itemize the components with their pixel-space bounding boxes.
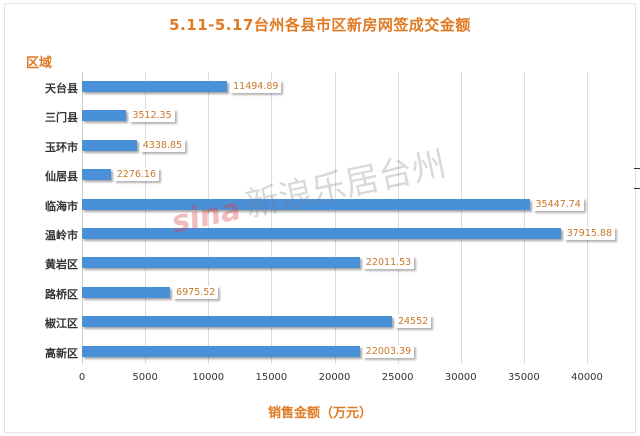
gridline <box>271 72 273 364</box>
gridline <box>587 72 588 364</box>
gridline <box>145 72 147 364</box>
chart-title: 5.11-5.17台州各县市区新房网签成交金额 <box>169 16 471 34</box>
value-label: 4338.85 <box>139 138 186 152</box>
y-axis-title: 区域 <box>26 56 53 71</box>
bar <box>82 257 360 269</box>
category-label: 高新区 <box>45 346 78 360</box>
gridline <box>460 72 462 364</box>
x-tick-label: 30000 <box>444 372 477 383</box>
y-axis-line <box>82 72 83 364</box>
bar <box>82 169 111 181</box>
x-axis-title: 销售金额（万元） <box>267 406 372 421</box>
edge-tick-mark <box>634 188 640 189</box>
bar <box>82 81 228 92</box>
value-label: 3512.35 <box>129 109 175 123</box>
category-label: 仙居县 <box>45 170 78 184</box>
value-label: 22003.39 <box>362 344 415 358</box>
x-tick-label: 20000 <box>318 372 351 383</box>
x-tick-label: 10000 <box>192 372 225 383</box>
x-tick-label: 5000 <box>132 372 158 383</box>
category-label: 温岭市 <box>45 229 78 242</box>
x-tick-label: 40000 <box>571 372 603 383</box>
edge-tick-mark <box>634 168 640 169</box>
gridline <box>523 72 525 364</box>
gridline <box>397 72 399 364</box>
value-label: 2276.16 <box>113 168 160 182</box>
chart-frame <box>4 3 636 433</box>
x-tick-label: 0 <box>78 372 86 383</box>
category-label: 黄岩区 <box>45 258 78 272</box>
category-label: 玉环市 <box>45 140 78 154</box>
category-label: 椒江区 <box>45 317 78 331</box>
value-label: 22011.53 <box>362 256 415 270</box>
x-tick-label: 25000 <box>381 372 414 383</box>
value-label: 6975.52 <box>173 285 219 299</box>
bar <box>82 110 127 122</box>
gridline <box>208 72 210 364</box>
gridline <box>334 72 336 364</box>
category-label: 天台县 <box>45 82 78 95</box>
category-label: 临海市 <box>45 199 78 213</box>
value-label: 37915.88 <box>563 227 616 240</box>
bar <box>82 139 137 151</box>
bar <box>82 228 561 239</box>
x-tick-label: 15000 <box>255 372 288 383</box>
value-label: 11494.89 <box>230 80 282 93</box>
value-label: 35447.74 <box>532 197 584 211</box>
x-tick-label: 35000 <box>507 372 540 383</box>
value-label: 24552 <box>394 315 432 329</box>
category-label: 三门县 <box>45 111 78 125</box>
bar <box>82 345 360 357</box>
bar <box>82 316 392 328</box>
bar <box>82 198 530 210</box>
category-label: 路桥区 <box>45 287 78 301</box>
bar <box>82 286 171 298</box>
plot-area: 天台县 11494.89 三门县 3512.35 玉环市 4338.85 仙居县 2276.1… <box>45 72 616 364</box>
